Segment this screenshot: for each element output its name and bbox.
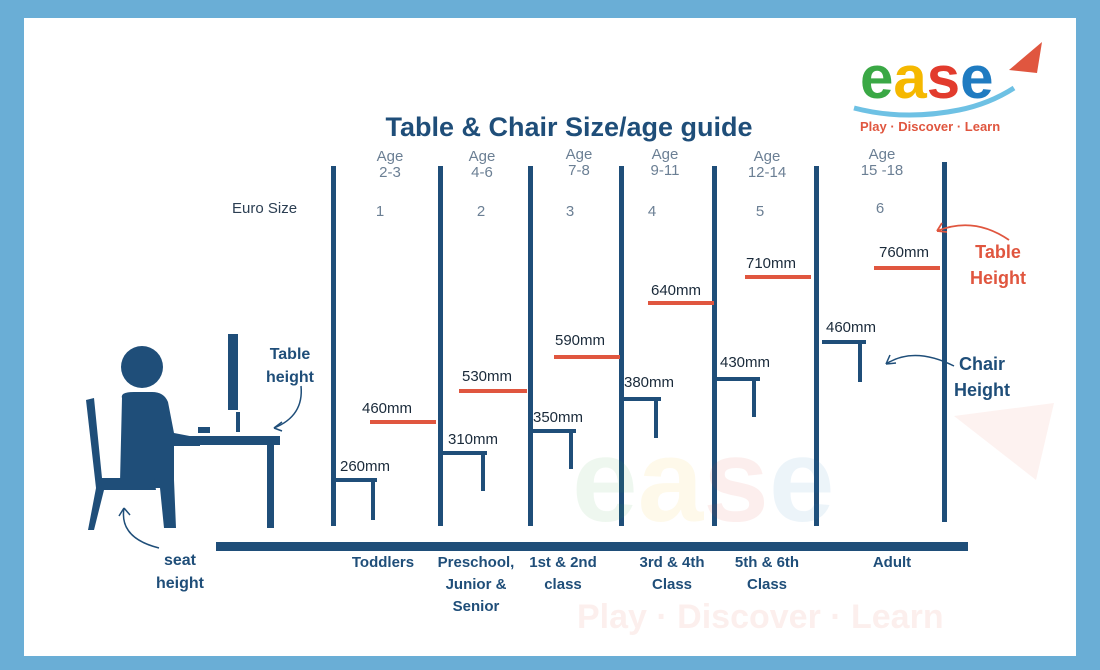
chair-height-label: 350mm <box>533 409 584 426</box>
table-height-bar <box>370 420 436 424</box>
column-divider <box>942 162 947 522</box>
logo-letter-e2: e <box>960 44 994 111</box>
arrow-icon <box>885 354 955 367</box>
chair-icon <box>532 429 576 469</box>
wave-icon <box>853 85 1016 118</box>
age-range: 7-8 <box>568 162 590 179</box>
age-header: Age 15 -18 <box>847 147 917 179</box>
watermark-letter: s <box>703 415 769 547</box>
age-header: Age 2-3 <box>355 149 425 181</box>
age-header: Age 7-8 <box>544 147 614 179</box>
table-height-bar <box>554 355 620 359</box>
chair-height-callout: Chair Height <box>954 354 1010 400</box>
age-label: Age <box>565 146 593 163</box>
age-range: 12-14 <box>747 164 787 181</box>
chair-height-label: 310mm <box>448 431 499 448</box>
ease-logo: ease <box>860 48 994 108</box>
watermark-logo: ease <box>572 422 835 540</box>
category-label: Toddlers <box>351 554 415 571</box>
age-range: 4-6 <box>471 164 493 181</box>
logo-tagline: Play · Discover · Learn <box>860 119 1001 134</box>
category-label: Preschool, Junior & Senior <box>437 554 515 615</box>
floor-line <box>216 542 968 551</box>
category-label: 3rd & 4th Class <box>639 554 705 593</box>
euro-size-value: 2 <box>476 203 486 220</box>
table-height-bar <box>459 389 527 393</box>
table-height-label: 590mm <box>555 332 606 349</box>
age-header: Age 12-14 <box>732 149 802 181</box>
chair-height-label: 430mm <box>720 354 771 371</box>
chair-icon <box>442 451 487 491</box>
logo-letter-a: a <box>893 44 927 111</box>
age-range: 15 -18 <box>860 162 904 179</box>
table-height-callout: Table height <box>266 346 314 386</box>
table-height-label: 640mm <box>651 282 702 299</box>
age-label: Age <box>468 148 496 165</box>
chair-height-label: 380mm <box>624 374 675 391</box>
age-label: Age <box>376 148 404 165</box>
watermark-tagline: Play · Discover · Learn <box>577 598 944 636</box>
logo-letter-e: e <box>860 44 894 111</box>
seat-height-callout: seat height <box>156 552 204 592</box>
chair-icon <box>335 478 377 520</box>
age-header: Age 9-11 <box>630 147 700 179</box>
euro-size-value: 6 <box>875 200 885 217</box>
table-height-label: 710mm <box>746 255 797 272</box>
watermark-letter: a <box>637 415 704 547</box>
chair-height-label: 460mm <box>826 319 877 336</box>
column-divider <box>814 166 819 526</box>
watermark-kite-icon <box>954 403 1054 480</box>
kite-icon <box>1009 42 1042 73</box>
table-height-callout-right: Table Height <box>970 242 1026 288</box>
age-range: 2-3 <box>379 164 401 181</box>
watermark-letter: e <box>768 415 835 547</box>
column-divider <box>619 166 624 526</box>
column-divider <box>712 166 717 526</box>
arrow-icon <box>122 507 160 549</box>
chair-icon <box>716 377 760 417</box>
arrow-icon <box>273 385 302 429</box>
logo-letter-s: s <box>926 44 961 111</box>
category-label: Adult <box>872 554 912 571</box>
euro-size-value: 5 <box>755 203 765 220</box>
guide-card: ease Play · Discover · Learn ease Play ·… <box>24 18 1076 656</box>
table-height-label: 460mm <box>362 400 413 417</box>
euro-size-label: Euro Size <box>232 200 298 217</box>
column-divider <box>528 166 533 526</box>
arrow-icon <box>936 224 1010 241</box>
age-label: Age <box>753 148 781 165</box>
diagram-graphics <box>86 42 1054 551</box>
age-label: Age <box>651 146 679 163</box>
euro-size-value: 3 <box>565 203 575 220</box>
table-height-label: 760mm <box>879 244 930 261</box>
chair-icon <box>623 397 661 438</box>
table-height-bar <box>648 301 714 305</box>
euro-size-value: 4 <box>647 203 657 220</box>
table-height-bar <box>745 275 811 279</box>
person-at-desk-icon <box>86 334 280 530</box>
table-height-label: 530mm <box>462 368 513 385</box>
column-divider <box>331 166 336 526</box>
chair-icon <box>822 340 866 382</box>
chair-height-label: 260mm <box>340 458 391 475</box>
watermark-letter: e <box>572 415 638 547</box>
euro-size-value: 1 <box>375 203 385 220</box>
page-title: Table & Chair Size/age guide <box>385 112 753 142</box>
column-divider <box>438 166 443 526</box>
age-range: 9-11 <box>650 162 680 179</box>
table-height-bar <box>874 266 940 270</box>
age-label: Age <box>868 146 896 163</box>
age-header: Age 4-6 <box>447 149 517 181</box>
category-label: 1st & 2nd class <box>529 554 597 593</box>
category-label: 5th & 6th Class <box>734 554 800 593</box>
